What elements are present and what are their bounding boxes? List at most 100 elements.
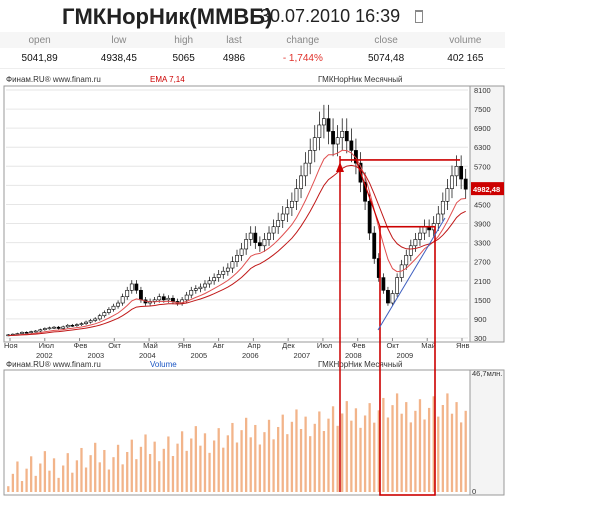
candle-body	[257, 242, 262, 247]
volume-bar	[89, 455, 92, 492]
x-tick-label: Июл	[39, 341, 54, 350]
candle-body	[267, 232, 271, 240]
volume-bar	[450, 413, 454, 492]
x-year-label: 2006	[242, 351, 259, 360]
volume-bar	[148, 454, 152, 492]
volume-bar	[391, 405, 394, 492]
volume-bar	[272, 439, 275, 492]
candle-body	[184, 294, 189, 301]
volume-bar	[373, 422, 376, 492]
candle-body	[422, 226, 427, 234]
chart-title-volume: ГМКНорНик Месячный	[318, 360, 402, 369]
volume-bar	[25, 468, 28, 492]
volume-bar	[258, 444, 262, 492]
candle-body	[125, 290, 130, 297]
candle-body	[413, 239, 418, 247]
stat-value: 4938,45	[79, 48, 159, 69]
candle-body	[454, 166, 459, 177]
volume-bar	[176, 443, 179, 492]
y-tick-label: 5700	[474, 162, 491, 171]
x-tick-label: Янв	[178, 341, 192, 350]
volume-bar	[363, 415, 367, 492]
y-tick-label: 6300	[474, 143, 491, 152]
candle-body	[221, 270, 226, 275]
candle-body	[61, 326, 66, 329]
x-year-label: 2002	[36, 351, 53, 360]
volume-bar	[167, 436, 170, 492]
x-year-label: 2007	[294, 351, 311, 360]
candle-body	[363, 181, 367, 202]
candle-body	[139, 290, 143, 301]
highlight-box	[379, 225, 436, 496]
volume-bar	[423, 419, 426, 492]
candle-body	[372, 232, 377, 259]
volume-bar	[158, 461, 161, 492]
price-axis	[469, 85, 505, 343]
candle-body	[239, 248, 244, 256]
stat-value-change: - 1,744%	[259, 48, 347, 69]
candle-body	[116, 302, 120, 307]
volume-bar	[249, 437, 252, 492]
volume-bar	[322, 430, 326, 492]
volume-bar	[427, 407, 431, 492]
arrow-up-icon	[336, 162, 344, 172]
volume-bar	[395, 393, 399, 492]
volume-bar	[194, 426, 197, 492]
volume-bar	[418, 399, 422, 492]
candle-body	[271, 226, 276, 234]
volume-bar	[171, 456, 175, 492]
trash-icon[interactable]	[415, 10, 423, 23]
candle-body	[152, 299, 157, 302]
candle-body	[248, 232, 253, 240]
volume-label: Volume	[150, 360, 177, 369]
candle-body	[235, 255, 239, 262]
candle-body	[303, 162, 308, 177]
volume-bar	[52, 458, 56, 492]
volume-bar	[350, 420, 353, 492]
volume-bar	[286, 434, 289, 492]
volume-bar	[11, 473, 15, 492]
candle-body	[225, 267, 230, 272]
y-tick-label: 2700	[474, 258, 491, 267]
volume-bar	[245, 417, 248, 492]
candle-body	[294, 188, 299, 202]
candle-body	[52, 326, 56, 329]
volume-bar	[80, 447, 83, 492]
candle-body	[129, 283, 134, 291]
candle-body	[166, 297, 171, 301]
candle-body	[459, 166, 464, 180]
candle-body	[171, 297, 175, 302]
ema-line	[8, 164, 466, 336]
candle-body	[450, 175, 454, 189]
candle-body	[107, 309, 111, 313]
y-tick-label: 1500	[474, 296, 491, 305]
y-tick-label: 2100	[474, 277, 491, 286]
source-label-volume: Финам.RU® www.finam.ru	[6, 360, 101, 369]
candle-body	[326, 118, 331, 132]
x-tick-label: Ноя	[4, 341, 18, 350]
volume-bar	[240, 430, 243, 492]
volume-bar	[441, 405, 444, 492]
x-tick-label: Авг	[213, 341, 225, 350]
x-tick-label: Окт	[386, 341, 399, 350]
volume-bar	[75, 460, 79, 492]
candle-body	[161, 296, 166, 301]
volume-bar	[126, 451, 129, 492]
x-tick-label: Дек	[282, 341, 295, 350]
ema-label: EMA 7,14	[150, 75, 185, 84]
volume-bar	[304, 416, 307, 492]
volume-bar	[341, 413, 344, 492]
volume-bar	[400, 413, 403, 492]
volume-bar	[336, 425, 339, 492]
volume-bar	[144, 434, 147, 492]
volume-bar	[103, 449, 106, 492]
volume-bar	[39, 463, 42, 492]
volume-bar	[112, 457, 115, 492]
volume-bar	[377, 410, 380, 492]
x-year-label: 2009	[397, 351, 414, 360]
candle-body	[93, 318, 98, 321]
volume-bar	[295, 409, 298, 492]
volume-bar	[318, 411, 321, 492]
volume-bar	[226, 435, 229, 492]
candle-body	[207, 280, 212, 285]
